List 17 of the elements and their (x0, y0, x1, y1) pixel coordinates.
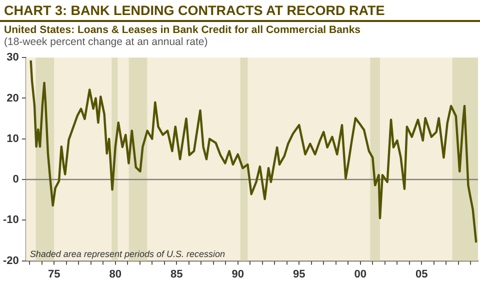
x-tick-label: 95 (292, 268, 306, 280)
y-tick-label: 30 (6, 52, 19, 64)
x-tick-label: 85 (170, 268, 183, 280)
x-tick-label: 80 (109, 268, 122, 280)
chart-title: CHART 3: BANK LENDING CONTRACTS AT RECORD RATE (0, 0, 480, 22)
y-tick-label: 20 (6, 92, 19, 104)
y-tick-label: 0 (12, 174, 19, 186)
y-axis-title: (18-week percent change at an annual rate) (3, 36, 209, 48)
x-tick-label: 75 (48, 268, 60, 280)
x-tick-label: 05 (416, 268, 428, 280)
y-tick-label: 10 (6, 132, 19, 145)
annotation: Shaded area represent periods of U.S. recession (30, 248, 226, 259)
x-tick-label: 90 (232, 268, 244, 280)
y-tick-label: -10 (2, 214, 19, 226)
x-tick-label: 00 (354, 268, 367, 280)
y-tick-label: -20 (2, 254, 19, 267)
chart-subtitle: United States: Loans & Leases in Bank Credit for all Commercial Banks (3, 23, 362, 36)
